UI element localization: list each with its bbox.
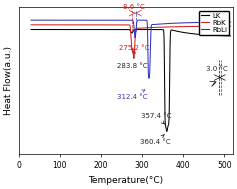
Text: 8.6 °C: 8.6 °C: [123, 4, 144, 10]
Text: 283.8 °C: 283.8 °C: [117, 51, 147, 69]
Text: 275.2 °C: 275.2 °C: [119, 45, 150, 52]
Text: 3.0 °C: 3.0 °C: [206, 66, 228, 72]
Text: 360.4 °C: 360.4 °C: [140, 134, 171, 145]
Text: 357.4 °C: 357.4 °C: [141, 113, 171, 124]
X-axis label: Temperature(°C): Temperature(°C): [88, 176, 163, 185]
Text: 312.4 °C: 312.4 °C: [117, 90, 147, 100]
Legend: LK, RbK, RbLi: LK, RbK, RbLi: [199, 11, 229, 35]
Y-axis label: Heat Flow(a.u.): Heat Flow(a.u.): [4, 46, 13, 115]
